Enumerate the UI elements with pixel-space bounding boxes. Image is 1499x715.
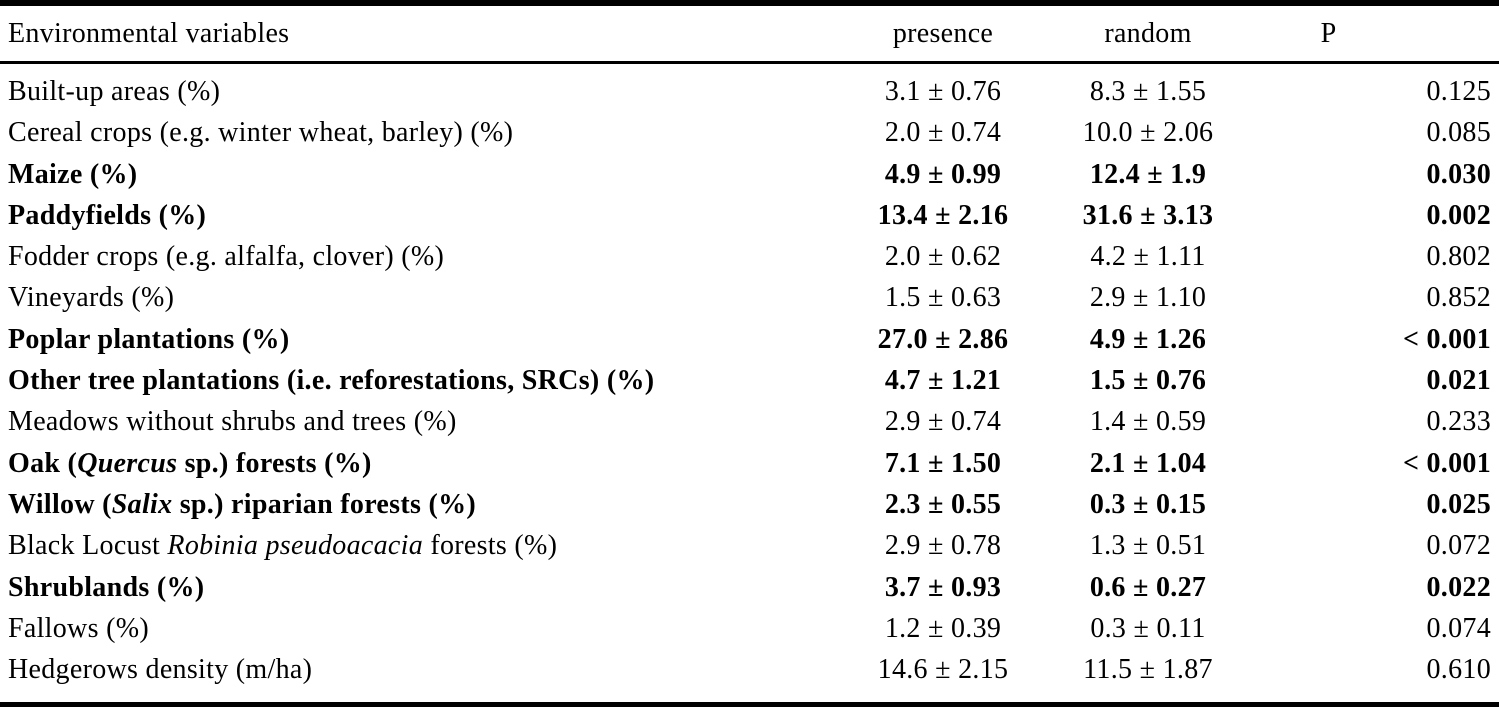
- table-row: Meadows without shrubs and trees (%) 2.9…: [0, 401, 1499, 442]
- row-p: 0.125: [1426, 76, 1491, 107]
- row-variable: Black Locust Robinia pseudoacacia forest…: [8, 530, 558, 562]
- row-random: 0.3 ± 0.11: [1090, 612, 1206, 644]
- row-presence: 2.9 ± 0.74: [884, 406, 1002, 438]
- table-row: Hedgerows density (m/ha) 14.6 ± 2.15 11.…: [0, 649, 1499, 690]
- row-random: 4.2 ± 1.11: [1090, 241, 1206, 273]
- row-random: 4.9 ± 1.26: [1089, 323, 1207, 355]
- row-variable: Poplar plantations (%): [8, 323, 290, 355]
- row-presence: 27.0 ± 2.86: [877, 323, 1009, 355]
- row-presence: 3.1 ± 0.76: [884, 76, 1002, 107]
- row-variable: Fallows (%): [8, 612, 149, 644]
- row-p: 0.072: [1426, 530, 1491, 562]
- row-p: 0.085: [1426, 117, 1491, 149]
- table-top-rule: [0, 0, 1499, 6]
- table-body: Built-up areas (%) 3.1 ± 0.76 8.3 ± 1.55…: [0, 64, 1499, 690]
- row-presence: 4.9 ± 0.99: [884, 158, 1002, 190]
- row-p: 0.852: [1426, 282, 1491, 314]
- row-presence: 14.6 ± 2.15: [877, 654, 1009, 686]
- table-row: Other tree plantations (i.e. reforestati…: [0, 360, 1499, 401]
- table-row: Black Locust Robinia pseudoacacia forest…: [0, 525, 1499, 566]
- row-presence: 3.7 ± 0.93: [884, 571, 1002, 603]
- table-row: Maize (%) 4.9 ± 0.99 12.4 ± 1.9 0.030: [0, 154, 1499, 195]
- row-presence: 2.9 ± 0.78: [884, 530, 1002, 562]
- row-random: 2.1 ± 1.04: [1089, 447, 1207, 479]
- row-random: 0.3 ± 0.15: [1089, 488, 1207, 520]
- row-p: 0.610: [1426, 654, 1491, 686]
- row-p: 0.021: [1426, 365, 1491, 397]
- table-row: Built-up areas (%) 3.1 ± 0.76 8.3 ± 1.55…: [0, 71, 1499, 112]
- row-random: 1.4 ± 0.59: [1089, 406, 1207, 438]
- row-presence: 7.1 ± 1.50: [884, 447, 1002, 479]
- row-variable: Built-up areas (%): [8, 76, 221, 107]
- row-random: 10.0 ± 2.06: [1082, 117, 1214, 149]
- row-p: < 0.001: [1402, 447, 1491, 479]
- row-p: 0.030: [1426, 158, 1491, 190]
- row-random: 8.3 ± 1.55: [1089, 76, 1207, 107]
- row-p: 0.233: [1426, 406, 1491, 438]
- row-random: 0.6 ± 0.27: [1089, 571, 1207, 603]
- table-row: Fallows (%) 1.2 ± 0.39 0.3 ± 0.11 0.074: [0, 608, 1499, 649]
- table-row: Oak (Quercus sp.) forests (%) 7.1 ± 1.50…: [0, 443, 1499, 484]
- row-presence: 2.0 ± 0.74: [884, 117, 1002, 149]
- row-variable: Oak (Quercus sp.) forests (%): [8, 447, 372, 479]
- table-row: Vineyards (%) 1.5 ± 0.63 2.9 ± 1.10 0.85…: [0, 277, 1499, 318]
- row-random: 31.6 ± 3.13: [1082, 199, 1214, 231]
- row-presence: 1.2 ± 0.39: [884, 612, 1002, 644]
- table-row: Poplar plantations (%) 27.0 ± 2.86 4.9 ±…: [0, 319, 1499, 360]
- row-variable: Paddyfields (%): [8, 199, 207, 231]
- table-row: Paddyfields (%) 13.4 ± 2.16 31.6 ± 3.13 …: [0, 195, 1499, 236]
- row-presence: 4.7 ± 1.21: [884, 365, 1002, 397]
- row-p: 0.802: [1426, 241, 1491, 273]
- row-variable: Shrublands (%): [8, 571, 205, 603]
- row-variable: Willow (Salix sp.) riparian forests (%): [8, 488, 477, 520]
- column-header-random: random: [1104, 17, 1192, 49]
- row-variable: Fodder crops (e.g. alfalfa, clover) (%): [8, 241, 445, 273]
- row-variable: Hedgerows density (m/ha): [8, 654, 313, 686]
- column-header-presence: presence: [892, 17, 994, 49]
- table-header-row: Environmental variables presence random …: [0, 6, 1499, 61]
- row-presence: 1.5 ± 0.63: [884, 282, 1002, 314]
- row-presence: 13.4 ± 2.16: [877, 199, 1009, 231]
- table-row: Willow (Salix sp.) riparian forests (%) …: [0, 484, 1499, 525]
- row-p: 0.074: [1426, 612, 1491, 644]
- row-random: 2.9 ± 1.10: [1089, 282, 1207, 314]
- table-bottom-rule: [0, 702, 1499, 707]
- row-variable: Vineyards (%): [8, 282, 175, 314]
- row-p: 0.025: [1426, 488, 1491, 520]
- row-p: 0.002: [1426, 199, 1491, 231]
- row-p: < 0.001: [1402, 323, 1491, 355]
- row-variable: Meadows without shrubs and trees (%): [8, 406, 457, 438]
- table-row: Fodder crops (e.g. alfalfa, clover) (%) …: [0, 236, 1499, 277]
- row-random: 1.3 ± 0.51: [1089, 530, 1207, 562]
- row-variable: Maize (%): [8, 158, 138, 190]
- row-variable: Cereal crops (e.g. winter wheat, barley)…: [8, 117, 514, 149]
- column-header-environmental-variables: Environmental variables: [8, 17, 290, 49]
- row-presence: 2.0 ± 0.62: [884, 241, 1002, 273]
- row-presence: 2.3 ± 0.55: [884, 488, 1002, 520]
- row-variable: Other tree plantations (i.e. reforestati…: [8, 365, 655, 397]
- table-row: Cereal crops (e.g. winter wheat, barley)…: [0, 112, 1499, 153]
- row-random: 1.5 ± 0.76: [1089, 365, 1207, 397]
- row-random: 12.4 ± 1.9: [1089, 158, 1207, 190]
- row-random: 11.5 ± 1.87: [1083, 654, 1213, 686]
- table-row: Shrublands (%) 3.7 ± 0.93 0.6 ± 0.27 0.0…: [0, 567, 1499, 608]
- table-header-rule: [0, 61, 1499, 64]
- row-p: 0.022: [1426, 571, 1491, 603]
- column-header-p: P: [1320, 17, 1337, 49]
